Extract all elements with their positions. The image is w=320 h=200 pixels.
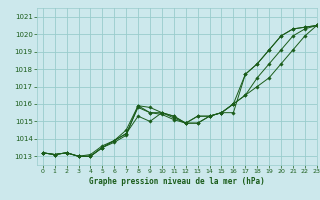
- X-axis label: Graphe pression niveau de la mer (hPa): Graphe pression niveau de la mer (hPa): [89, 177, 265, 186]
